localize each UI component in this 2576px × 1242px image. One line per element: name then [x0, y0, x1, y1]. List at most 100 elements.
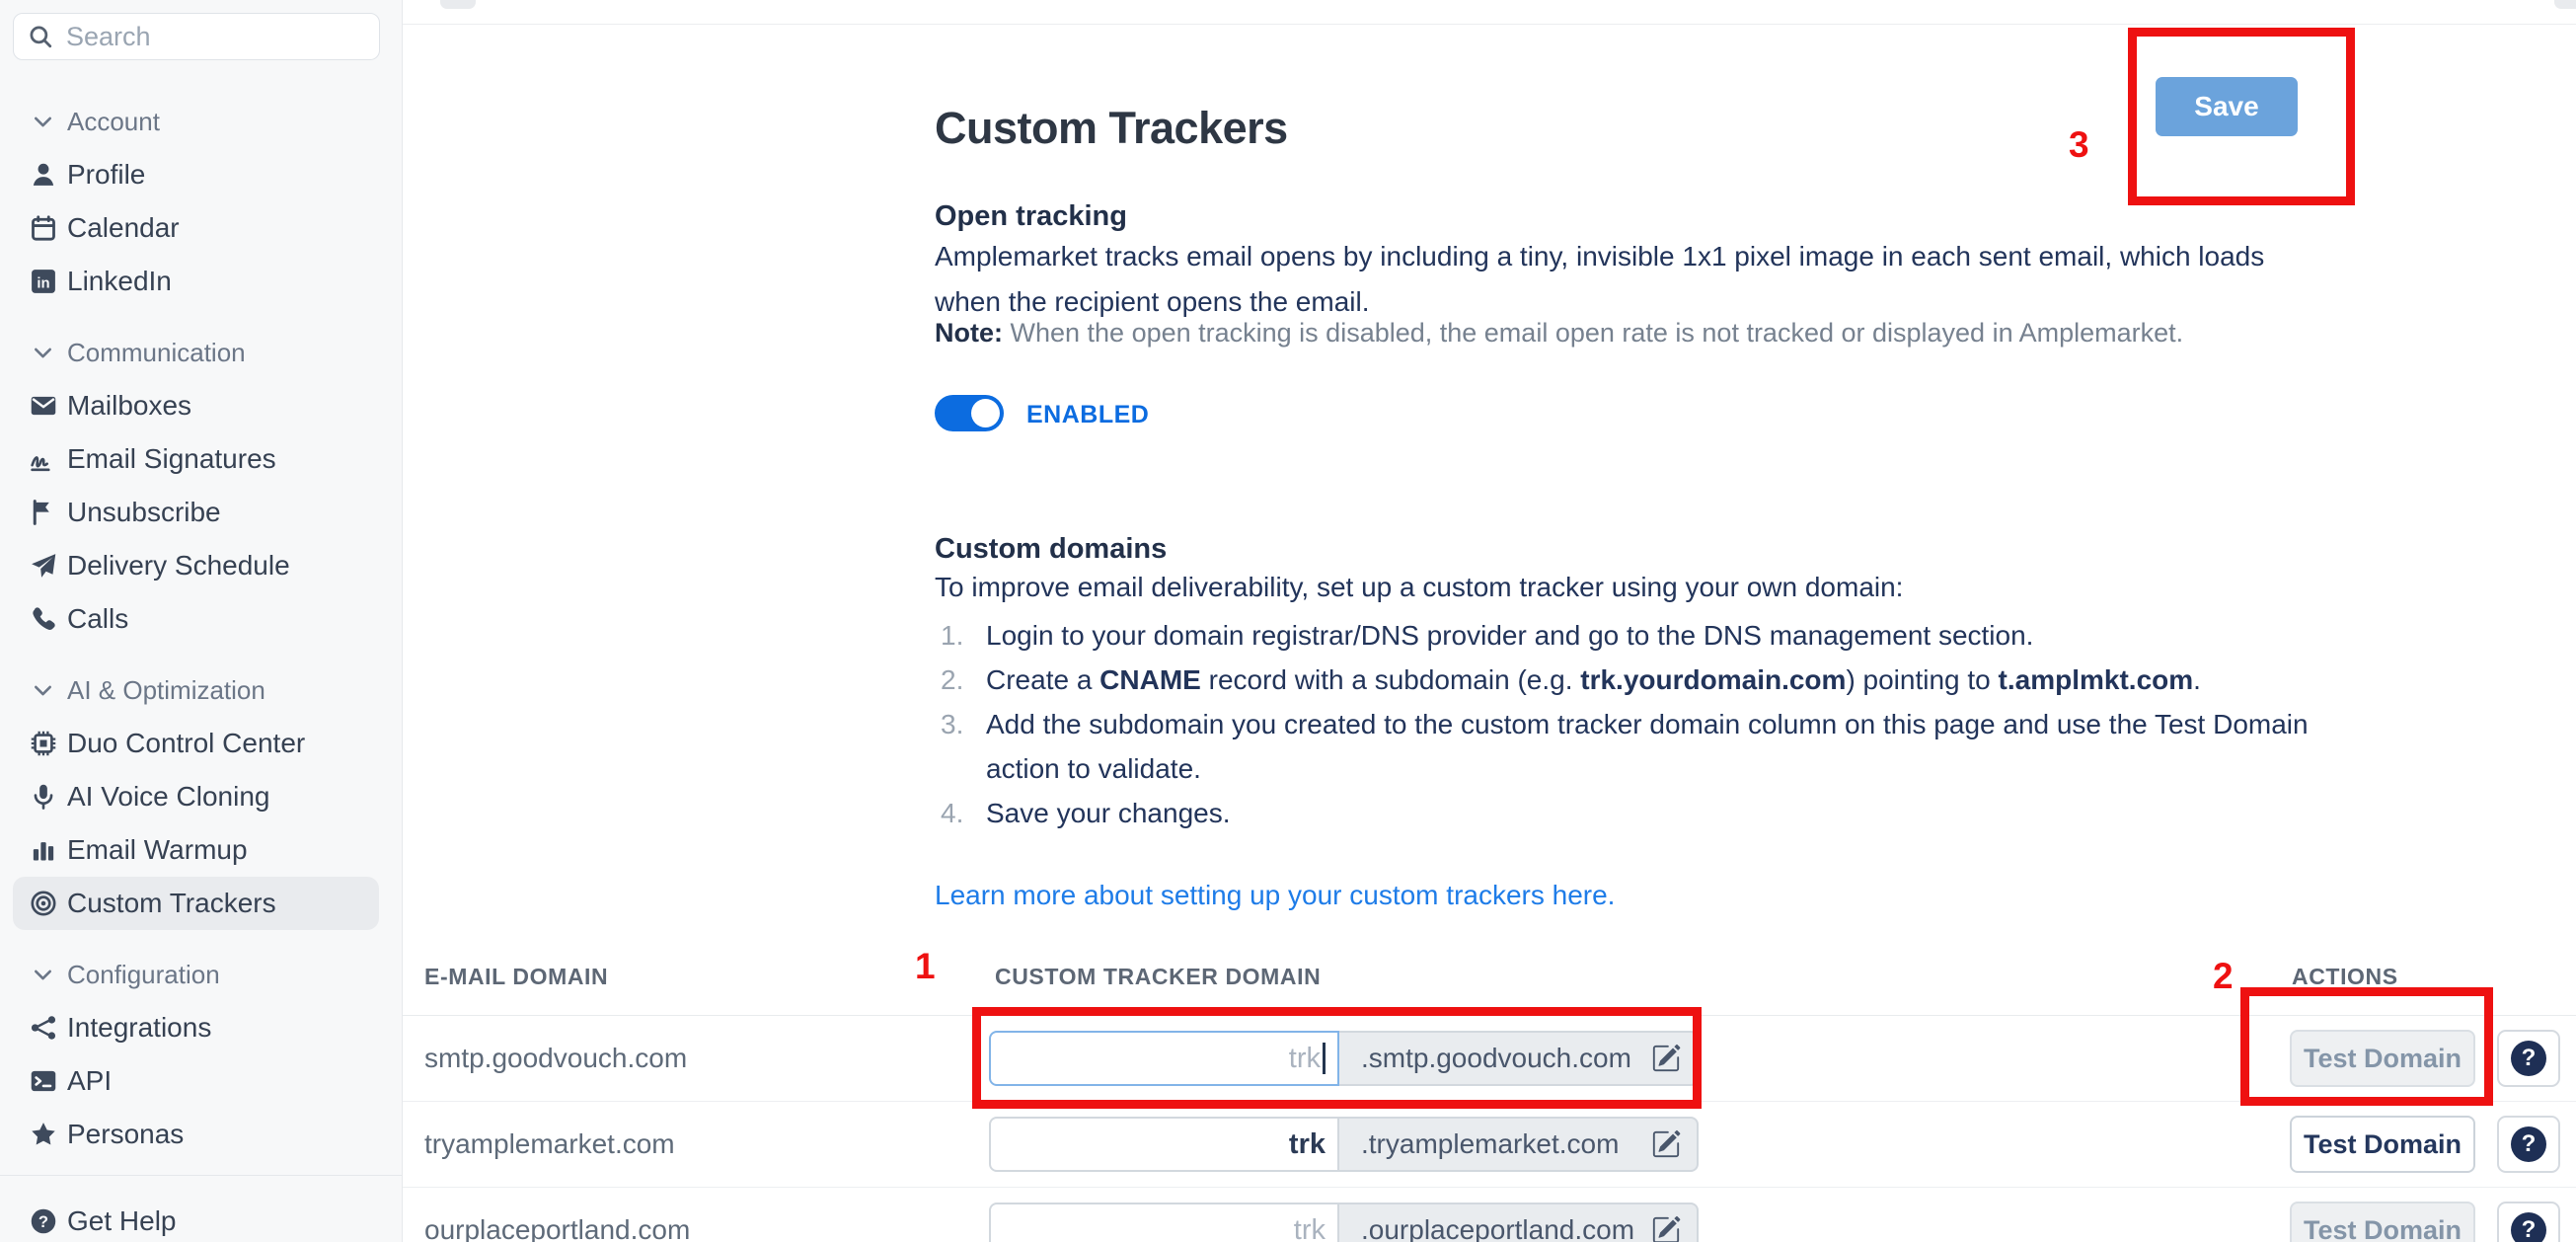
sidebar-item-delivery-schedule[interactable]: Delivery Schedule — [0, 539, 402, 592]
tracker-domain-suffix: .ourplaceportland.com — [1339, 1203, 1699, 1242]
sidebar-item-label: LinkedIn — [67, 266, 172, 296]
pencil-square-icon — [1652, 1215, 1681, 1242]
sidebar-item-profile[interactable]: Profile — [0, 148, 402, 201]
paper-plane-icon — [32, 554, 56, 578]
svg-text:in: in — [37, 275, 49, 291]
row-help-button[interactable]: ? — [2497, 1202, 2560, 1242]
annotation-label-2: 2 — [2213, 956, 2234, 996]
sidebar-section-header[interactable]: Configuration — [0, 948, 402, 1001]
text-caret — [1323, 1043, 1326, 1074]
tracker-subdomain-input[interactable]: trk — [989, 1117, 1339, 1172]
edit-domain-button[interactable] — [1651, 1129, 1681, 1159]
sidebar-item-label: Custom Trackers — [67, 888, 276, 918]
sidebar-section-header[interactable]: AI & Optimization — [0, 663, 402, 717]
target-icon — [31, 891, 56, 916]
sidebar-item-unsubscribe[interactable]: Unsubscribe — [0, 486, 402, 539]
svg-text:?: ? — [38, 1212, 48, 1231]
sidebar-item-label: Get Help — [67, 1205, 177, 1236]
tracker-domain-suffix: .smtp.goodvouch.com — [1339, 1031, 1699, 1086]
open-tracking-note: Note: When the open tracking is disabled… — [935, 318, 2183, 349]
tracker-domain-suffix: .tryamplemarket.com — [1339, 1117, 1699, 1172]
sidebar-item-label: Profile — [67, 159, 146, 190]
edit-domain-button[interactable] — [1651, 1044, 1681, 1073]
sidebar-item-label: Calls — [67, 603, 129, 634]
tracker-domain-input-group: trk .tryamplemarket.com — [989, 1117, 1699, 1172]
sidebar-item-email-signatures[interactable]: Email Signatures — [0, 432, 402, 486]
toggle-knob — [971, 399, 1000, 427]
trackers-table: smtp.goodvouch.com trk .smtp.goodvouch.com… — [403, 1015, 2576, 1242]
search-icon — [30, 26, 52, 48]
column-header-email-domain: E-MAIL DOMAIN — [424, 964, 609, 989]
microphone-icon — [34, 784, 53, 810]
scrolled-element-right — [2554, 0, 2576, 9]
table-row-tryamplemarket.com: tryamplemarket.com trk .tryamplemarket.com… — [403, 1102, 2576, 1188]
table-row-ourplaceportland.com: ourplaceportland.com trk .ourplaceportland… — [403, 1188, 2576, 1242]
row-help-button[interactable]: ? — [2497, 1116, 2560, 1173]
row-help-button[interactable]: ? — [2497, 1030, 2560, 1087]
sidebar-section-header[interactable]: Account — [0, 95, 402, 148]
sidebar-item-api[interactable]: API — [0, 1054, 402, 1108]
sidebar-item-get-help[interactable]: ? Get Help — [0, 1195, 402, 1242]
column-header-custom-tracker-domain: CUSTOM TRACKER DOMAIN — [995, 964, 1322, 989]
sidebar-item-label: Delivery Schedule — [67, 550, 290, 581]
sidebar-item-calls[interactable]: Calls — [0, 592, 402, 646]
save-button[interactable]: Save — [2156, 77, 2298, 136]
sidebar-item-label: API — [67, 1065, 113, 1096]
page-title: Custom Trackers — [935, 103, 1288, 154]
test-domain-button[interactable]: Test Domain — [2290, 1116, 2475, 1173]
sidebar-item-personas[interactable]: Personas — [0, 1108, 402, 1161]
domain-suffix-text: .tryamplemarket.com — [1361, 1128, 1620, 1159]
setup-step-1: Login to your domain registrar/DNS provi… — [941, 613, 2034, 658]
tracker-domain-input-group: trk .ourplaceportland.com — [989, 1203, 1699, 1242]
sidebar-item-label: Duo Control Center — [67, 728, 306, 758]
email-domain-cell: ourplaceportland.com — [424, 1214, 691, 1242]
phone-icon — [33, 607, 55, 630]
calendar-icon — [32, 215, 55, 241]
email-domain-cell: smtp.goodvouch.com — [424, 1043, 688, 1073]
test-domain-button[interactable]: Test Domain — [2290, 1202, 2475, 1242]
chevron-down-icon — [35, 116, 51, 126]
test-domain-button[interactable]: Test Domain — [2290, 1030, 2475, 1087]
table-row-smtp.goodvouch.com: smtp.goodvouch.com trk .smtp.goodvouch.com… — [403, 1016, 2576, 1102]
sidebar-section-ai-optimization: AI & Optimization Duo Control Center AI Vo… — [0, 663, 402, 930]
sidebar-item-custom-trackers[interactable]: Custom Trackers — [13, 877, 379, 930]
tracker-subdomain-text: trk — [1293, 1213, 1326, 1242]
section-label: Configuration — [67, 959, 220, 989]
sidebar-item-mailboxes[interactable]: Mailboxes — [0, 379, 402, 432]
top-bar — [403, 0, 2576, 25]
search-input[interactable] — [64, 20, 365, 53]
open-tracking-toggle[interactable] — [935, 395, 1004, 431]
sidebar-item-calendar[interactable]: Calendar — [0, 201, 402, 255]
annotation-label-1: 1 — [915, 946, 936, 986]
setup-step-2: Create a CNAME record with a subdomain (… — [941, 658, 2201, 702]
linkedin-icon: in — [32, 270, 55, 293]
flag-icon — [33, 500, 49, 525]
pencil-square-icon — [1652, 1044, 1681, 1072]
chevron-down-icon — [35, 348, 51, 357]
edit-domain-button[interactable] — [1651, 1215, 1681, 1242]
section-label: Account — [67, 106, 160, 136]
network-icon — [31, 1016, 56, 1040]
tracker-subdomain-text: trk — [1288, 1127, 1326, 1160]
scrolled-element-left — [440, 0, 476, 9]
sidebar-item-integrations[interactable]: Integrations — [0, 1001, 402, 1054]
email-domain-cell: tryamplemarket.com — [424, 1128, 675, 1159]
search-box[interactable] — [13, 13, 380, 60]
sidebar-section-header[interactable]: Communication — [0, 326, 402, 379]
sidebar-nav: Account Profile Calendar in LinkedIn Communic… — [0, 95, 402, 1161]
sidebar-item-ai-voice-cloning[interactable]: AI Voice Cloning — [0, 770, 402, 823]
sidebar-item-label: Personas — [67, 1119, 185, 1149]
sidebar-section-configuration: Configuration Integrations API Personas — [0, 948, 402, 1161]
sidebar-item-email-warmup[interactable]: Email Warmup — [0, 823, 402, 877]
tracker-domain-input-group: trk .smtp.goodvouch.com — [989, 1031, 1699, 1086]
sidebar-item-label: Calendar — [67, 212, 180, 243]
question-icon: ? — [2511, 1212, 2546, 1242]
learn-more-link[interactable]: Learn more about setting up your custom … — [935, 880, 1616, 910]
sidebar-item-linkedin[interactable]: in LinkedIn — [0, 255, 402, 308]
sidebar-section-communication: Communication Mailboxes Email Signatures Un… — [0, 326, 402, 646]
sidebar-item-duo-control-center[interactable]: Duo Control Center — [0, 717, 402, 770]
settings-sidebar: Account Profile Calendar in LinkedIn Communic… — [0, 0, 403, 1242]
tracker-subdomain-input[interactable]: trk — [989, 1031, 1339, 1086]
sidebar-item-label: AI Voice Cloning — [67, 781, 270, 812]
tracker-subdomain-input[interactable]: trk — [989, 1203, 1339, 1242]
